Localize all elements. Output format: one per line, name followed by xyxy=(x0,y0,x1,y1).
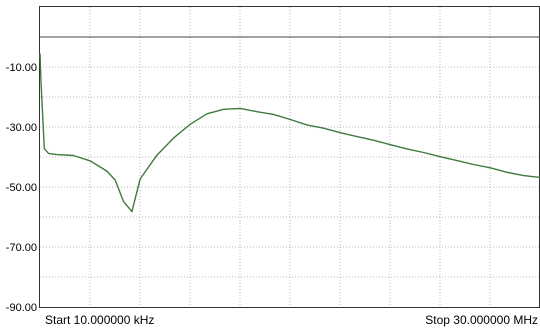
y-tick-label: -90.00 xyxy=(6,302,37,314)
y-tick-label: -10.00 xyxy=(6,62,37,74)
trace-line xyxy=(39,53,540,213)
start-frequency-label: Start 10.000000 kHz xyxy=(45,313,154,327)
y-tick-label: -50.00 xyxy=(6,182,37,194)
y-tick-label: -30.00 xyxy=(6,122,37,134)
y-tick-label: -70.00 xyxy=(6,242,37,254)
stop-frequency-label: Stop 30.000000 MHz xyxy=(425,313,538,327)
grid xyxy=(40,7,540,307)
y-axis-tick-labels: -10.00 -30.00 -50.00 -70.00 -90.00 xyxy=(6,62,37,314)
